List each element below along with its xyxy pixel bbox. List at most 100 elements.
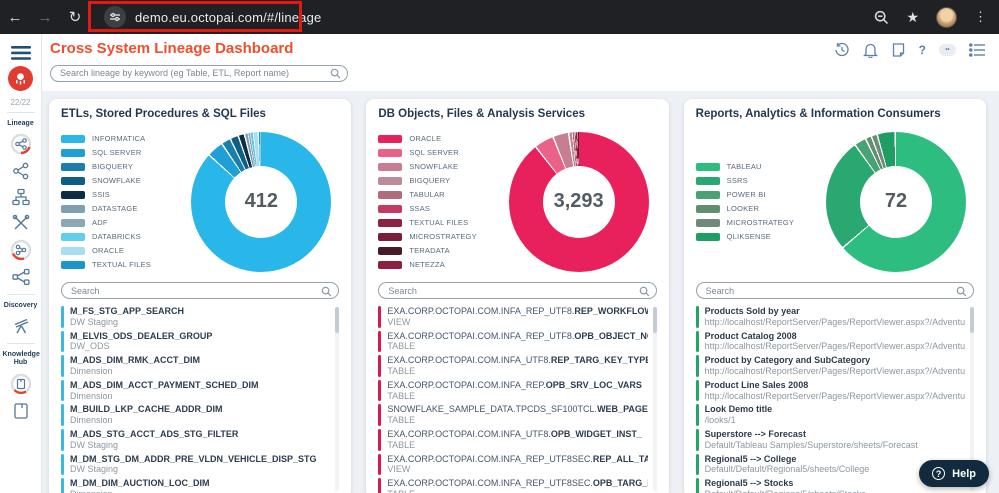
legend-item[interactable]: TABULAR — [378, 190, 504, 199]
list-item[interactable]: EXA.CORP.OCTOPAI.COM.INFA_REP.OPB_SRV_LO… — [378, 379, 647, 402]
browser-menu-icon[interactable]: ⋮ — [974, 9, 987, 25]
legend-item[interactable]: ORACLE — [378, 134, 504, 143]
legend-item[interactable]: NETEZZA — [378, 260, 504, 269]
list-scrollbar[interactable] — [652, 307, 657, 491]
legend-label: MICROSTRATEGY — [409, 232, 477, 241]
url-text[interactable]: demo.eu.octopai.com/#/lineage — [135, 9, 322, 25]
legend-label: SNOWFLAKE — [92, 176, 141, 185]
sidebar-item-knowledge-progress-icon[interactable] — [10, 373, 32, 395]
donut-chart[interactable]: 412 — [191, 131, 332, 272]
sidebar-item-notebook-icon[interactable] — [11, 401, 31, 421]
legend-item[interactable]: SSAS — [378, 204, 504, 213]
list-scrollbar[interactable] — [969, 307, 974, 491]
sidebar-item-column-lineage-icon[interactable] — [11, 267, 31, 287]
legend-item[interactable]: ORACLE — [61, 246, 187, 255]
browser-back-icon[interactable]: ← — [7, 8, 23, 26]
list-item-subtitle: VIEW — [387, 464, 411, 475]
list-item[interactable]: M_BUILD_LKP_CACHE_ADDR_DIM Dimension — [61, 404, 330, 426]
list-scrollbar[interactable] — [335, 307, 340, 491]
legend-item[interactable]: SNOWFLAKE — [61, 176, 187, 185]
address-bar[interactable]: demo.eu.octopai.com/#/lineage — [104, 6, 321, 28]
list-item-title: EXA.CORP.OCTOPAI.COM.INFA_REP_UTF8SEC.RE… — [387, 453, 648, 464]
list-item[interactable]: M_DM_STG_DM_ADDR_PRE_VLDN_VEHICLE_DISP_S… — [61, 453, 330, 476]
history-icon[interactable] — [834, 42, 850, 58]
legend-item[interactable]: SQL SERVER — [378, 148, 504, 157]
list-item[interactable]: Product Line Sales 2008 http://localhost/… — [695, 379, 965, 402]
legend-item[interactable]: LOOKER — [695, 204, 822, 213]
sidebar-item-lineage-overview-icon[interactable] — [10, 133, 32, 155]
dashboard-header: Cross System Lineage Dashboard — [42, 34, 999, 91]
donut-chart[interactable]: 3,293 — [508, 131, 649, 272]
list-item[interactable]: M_ELVIS_ODS_DEALER_GROUP DW_ODS — [61, 330, 330, 353]
legend-label: ADF — [92, 218, 108, 227]
list-item[interactable]: EXA.CORP.OCTOPAI.COM.INFA_UTF8.REP_TARG_… — [378, 355, 648, 377]
legend-item[interactable]: TERADATA — [378, 246, 504, 255]
legend-item[interactable]: DATABRICKS — [61, 232, 187, 241]
legend-swatch — [695, 162, 720, 171]
lineage-search-input[interactable] — [50, 64, 348, 82]
donut-chart[interactable]: 72 — [825, 131, 966, 272]
settings-list-icon[interactable] — [969, 43, 985, 57]
legend-item[interactable]: TEXTUAL FILES — [61, 260, 187, 269]
list-item[interactable]: EXA.CORP.OCTOPAI.COM.INFA_REP_UTF8.OPB_O… — [378, 330, 648, 353]
sidebar-item-hierarchy-icon[interactable] — [11, 187, 31, 207]
sidebar-item-discovery-telescope-icon[interactable] — [11, 316, 31, 336]
site-settings-icon[interactable] — [104, 6, 126, 28]
hamburger-menu-icon[interactable] — [10, 46, 31, 60]
list-item[interactable]: EXA.CORP.OCTOPAI.COM.INFA_REP_UTF8.REP_W… — [378, 306, 648, 328]
list-item[interactable]: EXA.CORP.OCTOPAI.COM.INFA_REP_UTF8SEC.RE… — [378, 453, 648, 476]
donut-total: 412 — [225, 165, 298, 238]
browser-profile-avatar[interactable] — [936, 6, 957, 28]
list-item[interactable]: M_ADS_STG_ACCT_ADS_STG_FILTER DW Staging — [61, 428, 330, 451]
list-item[interactable]: EXA.CORP.OCTOPAI.COM.INFA_REP_UTF8SEC.OP… — [378, 478, 648, 493]
legend-item[interactable]: TABLEAU — [695, 162, 822, 171]
legend-item[interactable]: BIGQUERY — [61, 162, 187, 171]
legend-item[interactable]: SSRS — [695, 176, 822, 185]
help-question-icon[interactable]: ? — [918, 43, 926, 57]
browser-reload-icon[interactable]: ↻ — [68, 9, 82, 26]
legend-swatch — [61, 218, 85, 227]
list-item[interactable]: Products Sold by year http://localhost/Re… — [695, 306, 965, 328]
search-icon — [330, 66, 341, 84]
octopai-logo[interactable] — [8, 66, 33, 91]
list-item[interactable]: M_ADS_DIM_RMK_ACCT_DIM Dimension — [61, 355, 330, 377]
list-item[interactable]: Superstore --> Forecast Default/Tableau S… — [695, 428, 965, 451]
zoom-icon[interactable] — [874, 10, 889, 25]
legend-item[interactable]: SNOWFLAKE — [378, 162, 504, 171]
browser-forward-icon[interactable]: → — [37, 8, 53, 26]
list-item[interactable]: M_ADS_DIM_ACCT_PAYMENT_SCHED_DIM Dimensio… — [61, 379, 330, 402]
list-item[interactable]: EXA.CORP.OCTOPAI.COM.INFA_UTF8.OPB_WIDGE… — [378, 428, 647, 451]
legend-swatch — [695, 176, 720, 185]
card-search-input[interactable] — [61, 282, 340, 299]
list-item[interactable]: Regional5 --> College Default/Default/Reg… — [695, 453, 965, 476]
list-item[interactable]: Product by Category and SubCategory http:… — [695, 355, 965, 377]
legend-item[interactable]: MICROSTRATEGY — [695, 218, 822, 227]
list-item[interactable]: M_FS_STG_APP_SEARCH DW Staging — [61, 306, 330, 328]
legend-item[interactable]: MICROSTRATEGY — [378, 232, 504, 241]
legend-item[interactable]: POWER BI — [695, 190, 822, 199]
legend-item[interactable]: SQL SERVER — [61, 148, 187, 157]
legend-item[interactable]: DATASTAGE — [61, 204, 187, 213]
legend-item[interactable]: SSIS — [61, 190, 187, 199]
list-item[interactable]: Product Catalog 2008 http://localhost/Rep… — [695, 330, 965, 353]
legend-item[interactable]: BIGQUERY — [378, 176, 504, 185]
list-item[interactable]: Regional5 --> StocksDefault/Default/Regi… — [695, 478, 965, 493]
help-button[interactable]: ? Help — [919, 460, 989, 487]
notifications-bell-icon[interactable] — [862, 42, 878, 58]
sidebar-item-tools-icon[interactable] — [11, 213, 31, 233]
cc-badge-icon[interactable]: •• — [939, 44, 956, 56]
sidebar-item-end-to-end-lineage-icon[interactable] — [11, 161, 31, 181]
sidebar-item-cross-system-lineage-icon[interactable] — [10, 239, 32, 261]
legend-item[interactable]: QLIKSENSE — [695, 232, 822, 241]
legend-item[interactable]: TEXTUAL FILES — [378, 218, 504, 227]
card-search-input[interactable] — [378, 282, 657, 299]
list-item[interactable]: SNOWFLAKE_SAMPLE_DATA.TPCDS_SF100TCL.WEB… — [378, 404, 648, 426]
list-item[interactable]: Look Demo title/looks/1 — [695, 404, 965, 426]
legend-item[interactable]: ADF — [61, 218, 187, 227]
bookmark-star-icon[interactable]: ★ — [906, 8, 919, 25]
list-item-title: Product Catalog 2008 — [704, 330, 797, 341]
release-notes-icon[interactable] — [891, 42, 906, 58]
legend-item[interactable]: INFORMATICA — [61, 134, 187, 143]
card-search-input[interactable] — [695, 282, 974, 299]
